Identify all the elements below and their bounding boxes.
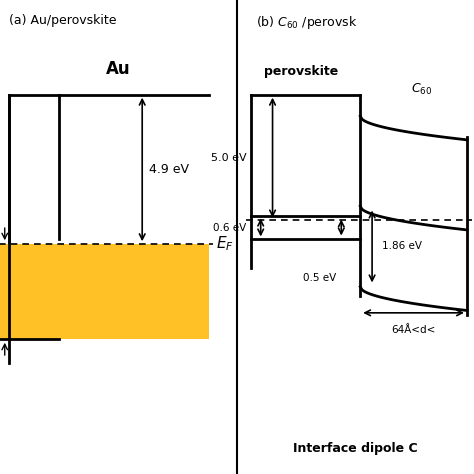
Text: 4.9 eV: 4.9 eV — [149, 163, 189, 176]
Text: $E_F$: $E_F$ — [216, 235, 234, 254]
Text: 0.5 eV: 0.5 eV — [303, 273, 337, 283]
Text: 5.0 eV: 5.0 eV — [211, 153, 246, 163]
Text: Interface dipole C: Interface dipole C — [293, 442, 418, 455]
Text: (b) $C_{60}$ /perovsk: (b) $C_{60}$ /perovsk — [256, 14, 357, 31]
Text: perovskite: perovskite — [264, 65, 338, 78]
Text: Au: Au — [106, 60, 131, 78]
Text: 64Å<d<: 64Å<d< — [392, 325, 436, 335]
Text: (a) Au/perovskite: (a) Au/perovskite — [9, 14, 117, 27]
Text: 1.86 eV: 1.86 eV — [382, 241, 421, 252]
Text: $C_{60}$: $C_{60}$ — [411, 82, 432, 97]
Text: 0.6 eV: 0.6 eV — [213, 222, 246, 233]
Bar — [0, 244, 209, 339]
